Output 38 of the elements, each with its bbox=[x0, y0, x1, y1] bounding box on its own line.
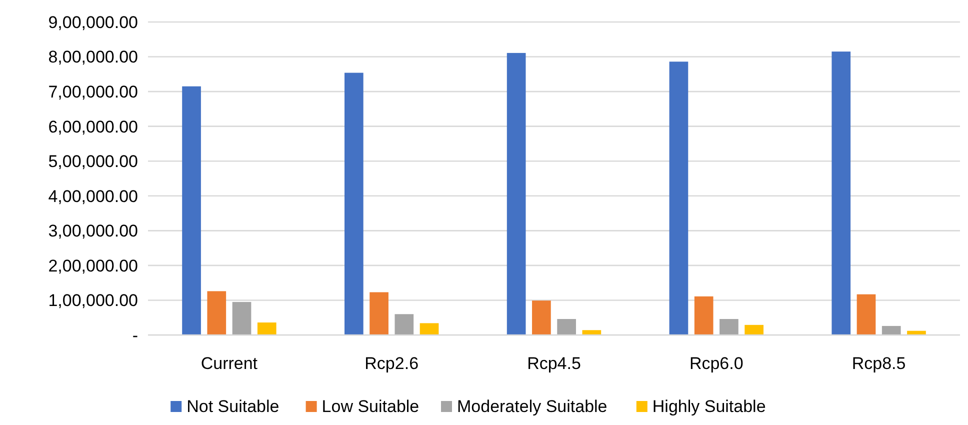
bar bbox=[257, 322, 276, 335]
bar bbox=[344, 72, 364, 335]
bar bbox=[744, 324, 764, 335]
bar bbox=[420, 323, 439, 335]
legend-label: Low Suitable bbox=[322, 397, 420, 416]
y-tick-label: 4,00,000.00 bbox=[48, 186, 138, 206]
y-tick-label: 9,00,000.00 bbox=[48, 12, 138, 32]
x-tick-label: Rcp6.0 bbox=[689, 354, 744, 373]
y-tick-label: 6,00,000.00 bbox=[48, 117, 138, 136]
y-tick-label: 5,00,000.00 bbox=[48, 152, 138, 172]
y-tick-label: 8,00,000.00 bbox=[48, 48, 138, 67]
y-tick-label: 7,00,000.00 bbox=[48, 82, 138, 102]
bar bbox=[882, 326, 901, 335]
y-tick-label: 2,00,000.00 bbox=[48, 256, 138, 276]
x-tick-label: Rcp8.5 bbox=[852, 354, 906, 373]
bar bbox=[232, 302, 252, 335]
x-tick-label: Rcp4.5 bbox=[527, 354, 581, 373]
bar bbox=[669, 62, 688, 335]
bar bbox=[207, 291, 226, 335]
bar bbox=[394, 314, 414, 335]
bar bbox=[506, 52, 526, 335]
legend-label: Highly Suitable bbox=[652, 397, 766, 416]
bar bbox=[370, 292, 388, 335]
bar bbox=[694, 296, 714, 335]
legend-label: Moderately Suitable bbox=[457, 397, 608, 416]
y-tick-label: 3,00,000.00 bbox=[48, 222, 138, 241]
bar bbox=[182, 86, 201, 335]
bar bbox=[582, 330, 602, 335]
bar bbox=[832, 52, 851, 335]
y-tick-label: - bbox=[132, 326, 138, 345]
x-tick-label: Current bbox=[200, 354, 258, 373]
bar bbox=[557, 319, 576, 335]
y-tick-label: 1,00,000.00 bbox=[48, 291, 138, 310]
x-tick-label: Rcp2.6 bbox=[364, 354, 419, 373]
bar bbox=[532, 300, 551, 335]
legend-label: Not Suitable bbox=[186, 397, 280, 416]
bar bbox=[720, 319, 738, 335]
bar bbox=[856, 294, 876, 335]
